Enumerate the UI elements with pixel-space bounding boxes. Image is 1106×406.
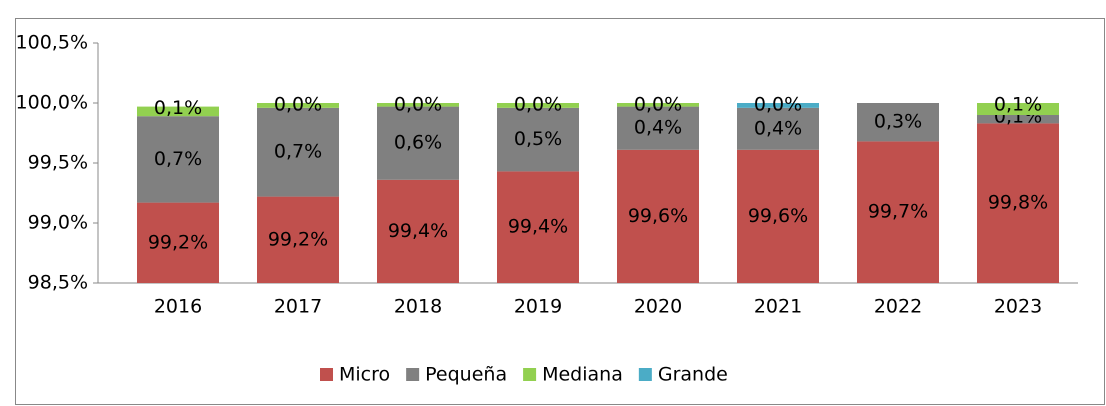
x-tick-label: 2016	[154, 296, 202, 318]
data-label: 0,4%	[754, 117, 802, 139]
bar-segment	[377, 103, 459, 107]
legend-swatch	[406, 368, 420, 381]
x-tick-label: 2018	[394, 296, 442, 318]
data-label: 99,4%	[508, 216, 568, 238]
legend-swatch	[320, 368, 333, 381]
data-label: 0,6%	[394, 132, 442, 154]
x-tick-label: 2023	[994, 296, 1042, 318]
bar-segment	[137, 106, 219, 117]
bar-segment	[257, 196, 339, 283]
x-tick-label: 2022	[874, 296, 922, 318]
y-tick-label: 100,5%	[16, 32, 88, 54]
bar-segment	[497, 171, 579, 283]
bar-segment	[137, 202, 219, 283]
y-tick-label: 98,5%	[28, 272, 88, 294]
data-label: 99,7%	[868, 201, 928, 223]
bar-segment	[737, 149, 819, 283]
data-label: 0,7%	[154, 148, 202, 170]
bar-segment	[377, 179, 459, 283]
data-label: 0,0%	[274, 94, 322, 116]
bar-segment	[977, 123, 1059, 284]
legend-label: Grande	[658, 364, 728, 386]
bar-segment	[617, 103, 699, 107]
bar-segment	[497, 103, 579, 108]
x-tick-label: 2017	[274, 296, 322, 318]
y-tick-label: 99,0%	[28, 212, 88, 234]
bar-segment	[377, 106, 459, 180]
data-label: 0,4%	[634, 117, 682, 139]
bar-segment	[617, 106, 699, 150]
bar-segment	[857, 141, 939, 283]
x-tick-label: 2020	[634, 296, 682, 318]
data-label: 0,1%	[994, 94, 1042, 116]
data-label: 0,5%	[514, 128, 562, 150]
data-label: 99,2%	[268, 228, 328, 250]
legend-swatch	[638, 368, 652, 381]
bar-segment	[257, 103, 339, 108]
bar-segment	[977, 115, 1059, 124]
legend-label: Pequeña	[425, 364, 507, 386]
bar-segment	[497, 107, 579, 172]
bar-segment	[257, 107, 339, 197]
data-label: 99,6%	[628, 205, 688, 227]
legend-label: Mediana	[542, 364, 623, 386]
legend-label: Micro	[339, 364, 390, 386]
data-label: 99,8%	[988, 192, 1048, 214]
bar-segment	[977, 103, 1059, 115]
legend-swatch	[523, 368, 537, 381]
data-label: 99,4%	[388, 220, 448, 242]
x-tick-label: 2019	[514, 296, 562, 318]
data-label: 0,0%	[514, 94, 562, 116]
data-label: 0,0%	[394, 94, 442, 116]
bar-segment	[617, 149, 699, 283]
data-label: 0,1%	[154, 97, 202, 119]
data-label: 99,6%	[748, 205, 808, 227]
data-label: 99,2%	[148, 231, 208, 253]
data-label: 0,0%	[754, 94, 802, 116]
bar-segment	[737, 103, 819, 108]
bar-segment	[137, 116, 219, 203]
bar-segment	[737, 107, 819, 150]
data-label: 0,3%	[874, 111, 922, 133]
y-tick-label: 100,0%	[16, 92, 88, 114]
bar-segment	[857, 103, 939, 142]
data-label: 0,0%	[634, 94, 682, 116]
x-tick-label: 2021	[754, 296, 802, 318]
data-label: 0,7%	[274, 141, 322, 163]
y-tick-label: 99,5%	[28, 152, 88, 174]
